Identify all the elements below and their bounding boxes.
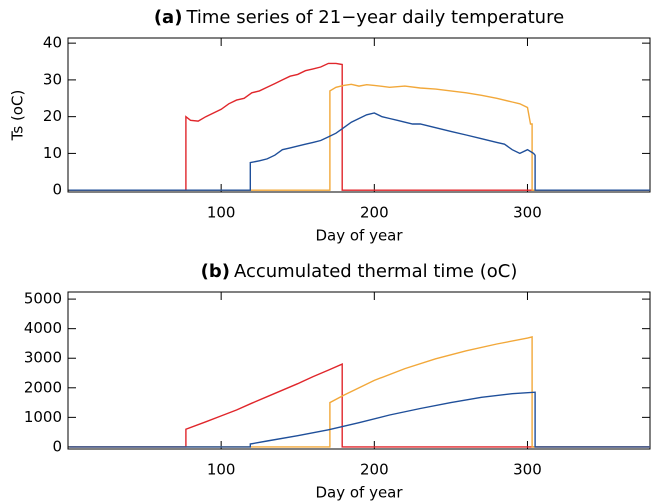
x-tick-label: 100	[207, 204, 236, 222]
title-text: Time series of 21−year daily temperature	[185, 7, 564, 28]
x-tick-label: 200	[360, 461, 389, 479]
y-tick-label: 30	[43, 70, 62, 88]
title-text: Accumulated thermal time (oC)	[234, 261, 517, 282]
panel-label: (a)	[154, 7, 183, 28]
y-tick-label: 20	[43, 107, 62, 125]
series-line	[69, 391, 650, 448]
y-tick-label: 1000	[24, 408, 62, 426]
y-tick-label: 5000	[24, 290, 62, 308]
x-axis-title: Day of year	[315, 484, 403, 502]
series-line	[69, 335, 650, 448]
y-tick-label: 3000	[24, 349, 62, 367]
series-line	[69, 363, 650, 448]
y-tick-label: 10	[43, 144, 62, 162]
chart-title: (a) Time series of 21−year daily temperat…	[154, 7, 564, 28]
x-tick-label: 100	[207, 461, 236, 479]
y-axis-title: Ts (oC)	[9, 90, 27, 142]
y-tick-label: 40	[43, 34, 62, 52]
x-tick-label: 200	[360, 204, 389, 222]
plot-frame	[67, 37, 651, 193]
series-line	[69, 83, 650, 191]
series-line	[69, 112, 650, 191]
plot-frame	[67, 291, 651, 450]
y-tick-label: 0	[52, 181, 62, 199]
x-tick-label: 300	[513, 461, 542, 479]
series-line	[69, 62, 650, 191]
x-tick-label: 300	[513, 204, 542, 222]
x-axis-title: Day of year	[315, 227, 403, 245]
chart-title: (b) Accumulated thermal time (oC)	[201, 261, 518, 282]
y-tick-label: 0	[52, 437, 62, 455]
panel-label: (b)	[201, 261, 230, 282]
y-tick-label: 2000	[24, 378, 62, 396]
y-tick-label: 4000	[24, 319, 62, 337]
